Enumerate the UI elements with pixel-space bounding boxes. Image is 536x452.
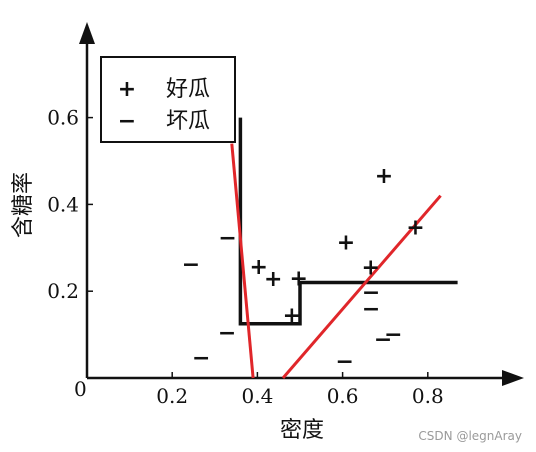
bad-melon-point: − — [362, 297, 380, 322]
good-melon-point: + — [264, 267, 282, 292]
legend-plus-icon: + — [118, 77, 136, 102]
good-melon-point: + — [249, 255, 267, 280]
bad-melon-point: − — [182, 252, 200, 277]
good-melon-point: + — [337, 231, 355, 256]
y-axis-title: 含糖率 — [11, 172, 36, 238]
good-melon-point: + — [375, 164, 393, 189]
bad-melon-point: − — [336, 350, 354, 375]
bad-melon-point: − — [192, 346, 210, 371]
decision-boundary-line — [238, 117, 458, 326]
y-tick-label: 0.4 — [47, 192, 79, 216]
legend-box — [100, 56, 236, 143]
good-melon-point: + — [290, 266, 308, 291]
x-tick-label: 0.6 — [327, 384, 359, 408]
legend: + 好瓜 − 坏瓜 — [100, 56, 236, 143]
good-melon-point: + — [406, 216, 424, 241]
watermark: CSDN @legnAray — [418, 429, 522, 443]
good-melon-point: + — [283, 304, 301, 329]
x-axis-title: 密度 — [280, 418, 324, 443]
red-line — [281, 194, 442, 379]
y-tick-label: 0.2 — [47, 279, 79, 303]
data-markers: ++ ++++++−−−−−−−−− — [182, 164, 425, 375]
lines — [230, 117, 458, 379]
origin-label: 0 — [74, 377, 87, 401]
bad-melon-point: − — [362, 281, 380, 306]
bad-melon-point: − — [384, 322, 402, 347]
legend-minus-icon: − — [118, 109, 136, 134]
good-melon-point: + — [361, 255, 379, 280]
red-line — [230, 143, 255, 379]
y-tick-label: 0.6 — [47, 106, 79, 130]
bad-melon-point: − — [374, 328, 392, 353]
x-tick-label: 0.4 — [241, 384, 273, 408]
bad-melon-point: − — [218, 226, 236, 251]
legend-label-bad: 坏瓜 — [166, 109, 210, 134]
y-axis-arrow-icon — [79, 22, 95, 44]
x-tick-label: 0.8 — [412, 384, 444, 408]
x-tick-label: 0.2 — [156, 384, 188, 408]
ticks: 0.2 0.4 0.6 0.8 0.2 0.4 0.6 — [47, 106, 444, 408]
axes — [79, 22, 524, 386]
x-axis-arrow-icon — [502, 370, 524, 386]
legend-label-good: 好瓜 — [166, 77, 210, 102]
bad-melon-point: − — [218, 321, 236, 346]
